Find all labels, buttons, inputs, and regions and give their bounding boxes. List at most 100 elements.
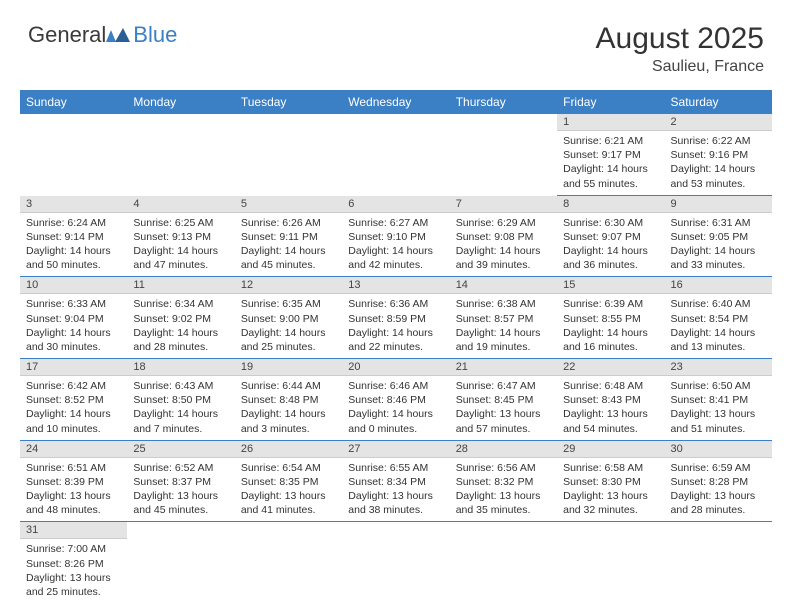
daylight-text: Daylight: 14 hours and 25 minutes. — [241, 326, 336, 354]
sunrise-text: Sunrise: 6:54 AM — [241, 461, 336, 475]
sunset-text: Sunset: 8:52 PM — [26, 393, 121, 407]
sunrise-text: Sunrise: 6:55 AM — [348, 461, 443, 475]
calendar-day-cell: 9Sunrise: 6:31 AMSunset: 9:05 PMDaylight… — [665, 195, 772, 277]
sunset-text: Sunset: 9:07 PM — [563, 230, 658, 244]
calendar-day-cell: 2Sunrise: 6:22 AMSunset: 9:16 PMDaylight… — [665, 114, 772, 195]
sunset-text: Sunset: 8:39 PM — [26, 475, 121, 489]
calendar-week-row: 1Sunrise: 6:21 AMSunset: 9:17 PMDaylight… — [20, 114, 772, 195]
daylight-text: Daylight: 14 hours and 39 minutes. — [456, 244, 551, 272]
calendar-day-cell — [127, 522, 234, 603]
day-number: 8 — [557, 196, 664, 213]
calendar-day-cell: 26Sunrise: 6:54 AMSunset: 8:35 PMDayligh… — [235, 440, 342, 522]
day-number: 28 — [450, 441, 557, 458]
calendar-day-cell: 12Sunrise: 6:35 AMSunset: 9:00 PMDayligh… — [235, 277, 342, 359]
sunset-text: Sunset: 9:10 PM — [348, 230, 443, 244]
calendar-day-cell: 6Sunrise: 6:27 AMSunset: 9:10 PMDaylight… — [342, 195, 449, 277]
calendar-week-row: 24Sunrise: 6:51 AMSunset: 8:39 PMDayligh… — [20, 440, 772, 522]
sunset-text: Sunset: 8:59 PM — [348, 312, 443, 326]
sunset-text: Sunset: 8:50 PM — [133, 393, 228, 407]
day-number: 16 — [665, 277, 772, 294]
sunset-text: Sunset: 8:48 PM — [241, 393, 336, 407]
calendar-day-cell: 28Sunrise: 6:56 AMSunset: 8:32 PMDayligh… — [450, 440, 557, 522]
calendar-day-cell: 25Sunrise: 6:52 AMSunset: 8:37 PMDayligh… — [127, 440, 234, 522]
daylight-text: Daylight: 13 hours and 54 minutes. — [563, 407, 658, 435]
day-content: Sunrise: 6:34 AMSunset: 9:02 PMDaylight:… — [127, 294, 234, 358]
logo-text-general: General — [28, 22, 106, 48]
daylight-text: Daylight: 14 hours and 36 minutes. — [563, 244, 658, 272]
header: General Blue August 2025 Saulieu, France — [0, 0, 792, 84]
sunrise-text: Sunrise: 6:22 AM — [671, 134, 766, 148]
sunrise-text: Sunrise: 6:46 AM — [348, 379, 443, 393]
day-number: 30 — [665, 441, 772, 458]
day-content: Sunrise: 6:36 AMSunset: 8:59 PMDaylight:… — [342, 294, 449, 358]
sunrise-text: Sunrise: 6:50 AM — [671, 379, 766, 393]
calendar-day-cell: 1Sunrise: 6:21 AMSunset: 9:17 PMDaylight… — [557, 114, 664, 195]
day-content: Sunrise: 6:51 AMSunset: 8:39 PMDaylight:… — [20, 458, 127, 522]
day-content: Sunrise: 6:35 AMSunset: 9:00 PMDaylight:… — [235, 294, 342, 358]
daylight-text: Daylight: 14 hours and 10 minutes. — [26, 407, 121, 435]
day-number: 3 — [20, 196, 127, 213]
day-number: 31 — [20, 522, 127, 539]
day-number: 23 — [665, 359, 772, 376]
calendar-table: SundayMondayTuesdayWednesdayThursdayFrid… — [20, 90, 772, 603]
sunrise-text: Sunrise: 6:44 AM — [241, 379, 336, 393]
daylight-text: Daylight: 14 hours and 16 minutes. — [563, 326, 658, 354]
sunset-text: Sunset: 8:46 PM — [348, 393, 443, 407]
daylight-text: Daylight: 13 hours and 38 minutes. — [348, 489, 443, 517]
day-number: 4 — [127, 196, 234, 213]
daylight-text: Daylight: 14 hours and 53 minutes. — [671, 162, 766, 190]
calendar-day-cell — [127, 114, 234, 195]
daylight-text: Daylight: 14 hours and 0 minutes. — [348, 407, 443, 435]
day-content: Sunrise: 6:48 AMSunset: 8:43 PMDaylight:… — [557, 376, 664, 440]
calendar-day-cell: 20 Sunrise: 6:46 AMSunset: 8:46 PMDayligh… — [342, 359, 449, 441]
day-content: Sunrise: 6:29 AMSunset: 9:08 PMDaylight:… — [450, 213, 557, 277]
sunset-text: Sunset: 8:57 PM — [456, 312, 551, 326]
weekday-header: Thursday — [450, 90, 557, 114]
day-content: Sunrise: 6:25 AMSunset: 9:13 PMDaylight:… — [127, 213, 234, 277]
day-content: Sunrise: 6:55 AMSunset: 8:34 PMDaylight:… — [342, 458, 449, 522]
daylight-text: Daylight: 13 hours and 51 minutes. — [671, 407, 766, 435]
day-number: 20 — [342, 359, 449, 376]
day-content: Sunrise: 6:58 AMSunset: 8:30 PMDaylight:… — [557, 458, 664, 522]
daylight-text: Daylight: 13 hours and 57 minutes. — [456, 407, 551, 435]
daylight-text: Daylight: 14 hours and 33 minutes. — [671, 244, 766, 272]
calendar-day-cell: 29Sunrise: 6:58 AMSunset: 8:30 PMDayligh… — [557, 440, 664, 522]
day-number: 5 — [235, 196, 342, 213]
day-content: Sunrise: 6:27 AMSunset: 9:10 PMDaylight:… — [342, 213, 449, 277]
sunrise-text: Sunrise: 6:33 AM — [26, 297, 121, 311]
day-number: 13 — [342, 277, 449, 294]
weekday-header-row: SundayMondayTuesdayWednesdayThursdayFrid… — [20, 90, 772, 114]
calendar-day-cell: 11Sunrise: 6:34 AMSunset: 9:02 PMDayligh… — [127, 277, 234, 359]
sunrise-text: Sunrise: 6:56 AM — [456, 461, 551, 475]
daylight-text: Daylight: 14 hours and 47 minutes. — [133, 244, 228, 272]
sunrise-text: Sunrise: 6:26 AM — [241, 216, 336, 230]
sunrise-text: Sunrise: 6:40 AM — [671, 297, 766, 311]
daylight-text: Daylight: 14 hours and 3 minutes. — [241, 407, 336, 435]
sunset-text: Sunset: 9:16 PM — [671, 148, 766, 162]
sunrise-text: Sunrise: 6:35 AM — [241, 297, 336, 311]
calendar-week-row: 10Sunrise: 6:33 AMSunset: 9:04 PMDayligh… — [20, 277, 772, 359]
calendar-week-row: 17Sunrise: 6:42 AMSunset: 8:52 PMDayligh… — [20, 359, 772, 441]
calendar-day-cell: 4Sunrise: 6:25 AMSunset: 9:13 PMDaylight… — [127, 195, 234, 277]
day-number: 6 — [342, 196, 449, 213]
day-number: 12 — [235, 277, 342, 294]
calendar-day-cell — [235, 522, 342, 603]
day-number: 14 — [450, 277, 557, 294]
daylight-text: Daylight: 14 hours and 19 minutes. — [456, 326, 551, 354]
daylight-text: Daylight: 14 hours and 42 minutes. — [348, 244, 443, 272]
day-content: Sunrise: 6:44 AMSunset: 8:48 PMDaylight:… — [235, 376, 342, 440]
sunrise-text: Sunrise: 6:51 AM — [26, 461, 121, 475]
sunrise-text: Sunrise: 6:47 AM — [456, 379, 551, 393]
daylight-text: Daylight: 14 hours and 55 minutes. — [563, 162, 658, 190]
day-number: 25 — [127, 441, 234, 458]
day-number: 7 — [450, 196, 557, 213]
daylight-text: Daylight: 14 hours and 45 minutes. — [241, 244, 336, 272]
day-number: 18 — [127, 359, 234, 376]
calendar-day-cell: 15Sunrise: 6:39 AMSunset: 8:55 PMDayligh… — [557, 277, 664, 359]
calendar-day-cell: 10Sunrise: 6:33 AMSunset: 9:04 PMDayligh… — [20, 277, 127, 359]
calendar-week-row: 3Sunrise: 6:24 AMSunset: 9:14 PMDaylight… — [20, 195, 772, 277]
day-content: Sunrise: 6:26 AMSunset: 9:11 PMDaylight:… — [235, 213, 342, 277]
day-content: Sunrise: 6:59 AMSunset: 8:28 PMDaylight:… — [665, 458, 772, 522]
daylight-text: Daylight: 14 hours and 22 minutes. — [348, 326, 443, 354]
sunset-text: Sunset: 8:55 PM — [563, 312, 658, 326]
